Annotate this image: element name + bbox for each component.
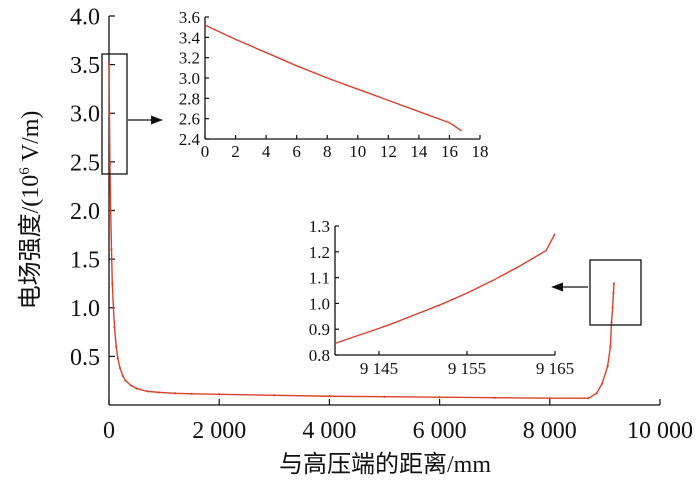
inset-end-x-tick-label: 9 155 (448, 359, 486, 378)
main-data-point (612, 282, 616, 285)
main-x-tick-label: 10 000 (627, 418, 693, 444)
main-x-tick-label: 4 000 (302, 418, 356, 444)
main-x-tick-label: 2 000 (192, 418, 246, 444)
inset-start-x-tick-label: 12 (380, 142, 397, 161)
main-data-point (610, 321, 613, 324)
main-data-point (112, 306, 115, 309)
inset-plot-end: 0.8 0.9 1.0 1.1 1.2 1.3 9 145 9 155 9 165 (309, 217, 574, 378)
main-data-point (548, 397, 551, 400)
inset-start-x-tick-label: 18 (472, 142, 489, 161)
main-y-tick-label: 2.5 (70, 150, 100, 176)
main-data-point (124, 379, 127, 382)
inset-start-y-tick-label: 3.0 (179, 69, 200, 88)
zoom-box-start (101, 53, 128, 175)
main-data-point (109, 209, 112, 212)
main-y-tick-label: 1.5 (70, 248, 100, 274)
main-x-tick-label: 6 000 (413, 418, 467, 444)
inset-end-y-tick-label: 0.9 (309, 320, 330, 339)
x-axis-label: 与高压端的距离/mm (279, 451, 491, 478)
main-data-point (108, 162, 112, 165)
inset-start-x-tick-label: 14 (410, 142, 428, 161)
inset-start-x-tick-label: 2 (231, 142, 240, 161)
inset-start-y-tick-label: 2.4 (179, 130, 201, 149)
main-data-point (146, 390, 149, 393)
inset-start-y-tick-label: 3.6 (179, 8, 200, 27)
inset-start-x-tick-label: 8 (323, 142, 332, 161)
inset-start-y-tick-label: 3.4 (179, 28, 201, 47)
main-data-point (108, 112, 111, 115)
inset-end-series-line (334, 233, 556, 345)
inset-start-y-tick-label: 2.8 (179, 89, 200, 108)
zoom-arrow-end-head (551, 282, 563, 292)
inset-start-x-tick-label: 10 (349, 142, 366, 161)
main-data-point (121, 374, 124, 377)
inset-end-y-tick-label: 0.8 (309, 346, 330, 365)
inset-start-x-tick-label: 4 (262, 142, 271, 161)
main-x-tick-label: 0 (103, 418, 115, 444)
main-data-point (111, 282, 114, 285)
zoom-box-end (589, 259, 642, 326)
inset-start-x-tick-label: 0 (201, 142, 210, 161)
main-data-point (110, 248, 113, 251)
main-data-point (493, 396, 496, 399)
main-data-point (218, 393, 221, 396)
main-data-point (129, 384, 133, 387)
inset-end-y-tick-label: 1.3 (309, 217, 330, 236)
main-data-point (118, 366, 122, 370)
main-data-point (135, 387, 138, 390)
main-data-point (113, 326, 116, 329)
main-plot: 0.5 1.0 1.5 2.0 2.5 3.0 3.5 4.0 0 2 000 4 000 6 000… (17, 4, 693, 478)
main-data-point (601, 382, 604, 385)
inset-start-series-line (204, 24, 463, 132)
inset-end-x-tick-label: 9 165 (536, 359, 574, 378)
main-data-point (587, 397, 590, 400)
zoom-arrow-start-head (151, 115, 163, 125)
main-data-point (438, 396, 441, 399)
main-data-point (609, 345, 612, 348)
main-data-point (107, 61, 111, 64)
main-data-point (612, 292, 615, 295)
main-data-point (273, 394, 276, 397)
inset-start-x-tick-label: 16 (441, 142, 458, 161)
main-y-tick-label: 4.0 (70, 4, 100, 30)
main-x-tick-label: 8 000 (523, 418, 577, 444)
main-y-tick-label: 1.0 (70, 296, 100, 322)
inset-plot-start: 2.42.6 2.83.03.2 3.43.6 0 2 4 6 8 10 12 14 16 18 (179, 8, 489, 161)
inset-end-y-tick-label: 1.2 (309, 243, 330, 262)
main-data-point (595, 392, 598, 395)
inset-end-x-tick-label: 9 145 (360, 359, 398, 378)
main-data-point (606, 365, 609, 368)
main-data-point (190, 392, 193, 395)
main-data-point (157, 391, 160, 394)
y-axis-label-main: 电场强度/(10 (17, 175, 44, 310)
main-y-tick-label: 2.0 (70, 199, 100, 225)
main-data-point (116, 357, 119, 360)
inset-end-y-tick-label: 1.1 (309, 269, 330, 288)
main-y-tick-label: 0.5 (70, 345, 100, 371)
inset-end-y-tick-label: 1.0 (309, 294, 330, 313)
inset-start-y-tick-label: 2.6 (179, 110, 200, 129)
main-data-point (611, 306, 614, 309)
inset-start-x-tick-label: 6 (292, 142, 301, 161)
main-y-tick-label: 3.0 (70, 102, 100, 128)
y-axis-label-exponent: 6 (17, 167, 33, 175)
y-axis-label: 电场强度/(106 V/m) (17, 111, 44, 310)
main-y-tick-label: 3.5 (70, 53, 100, 79)
main-data-point (383, 395, 386, 398)
zoom-annotations (101, 53, 642, 326)
main-data-point (174, 392, 177, 395)
inset-start-y-tick-label: 3.2 (179, 49, 200, 68)
main-data-point (115, 345, 118, 348)
y-axis-label-unit: V/m) (18, 111, 44, 168)
main-data-point (328, 395, 331, 398)
